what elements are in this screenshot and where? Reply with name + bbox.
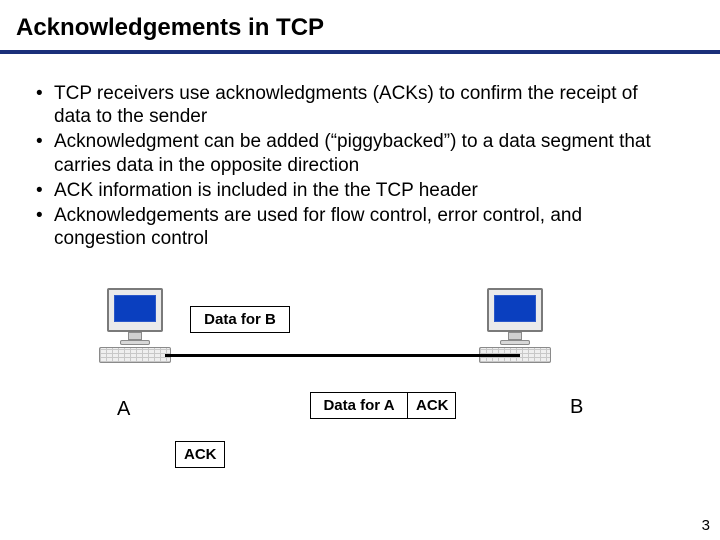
computer-b-icon [470,288,560,363]
segment-ack-standalone: ACK [175,441,225,468]
page-number: 3 [702,517,710,534]
host-a-label: A [117,398,130,421]
segment-data-for-a: Data for A [310,392,408,419]
monitor-icon [487,288,543,332]
bullet-item: TCP receivers use acknowledgments (ACKs)… [32,82,678,128]
keyboard-icon [99,347,171,363]
bullet-item: Acknowledgements are used for flow contr… [32,204,678,250]
slide-title: Acknowledgements in TCP [0,0,720,50]
bullet-list: TCP receivers use acknowledgments (ACKs)… [0,54,720,250]
monitor-icon [107,288,163,332]
segment-data-for-b: Data for B [190,306,290,333]
bullet-item: Acknowledgment can be added (“piggybacke… [32,130,678,176]
computer-a-icon [90,288,180,363]
network-link [165,354,520,357]
host-b-label: B [570,396,583,419]
segment-ack-piggyback: ACK [408,392,456,419]
ack-diagram: Data for B Data for A ACK ACK A B [0,276,720,476]
bullet-item: ACK information is included in the the T… [32,179,678,202]
